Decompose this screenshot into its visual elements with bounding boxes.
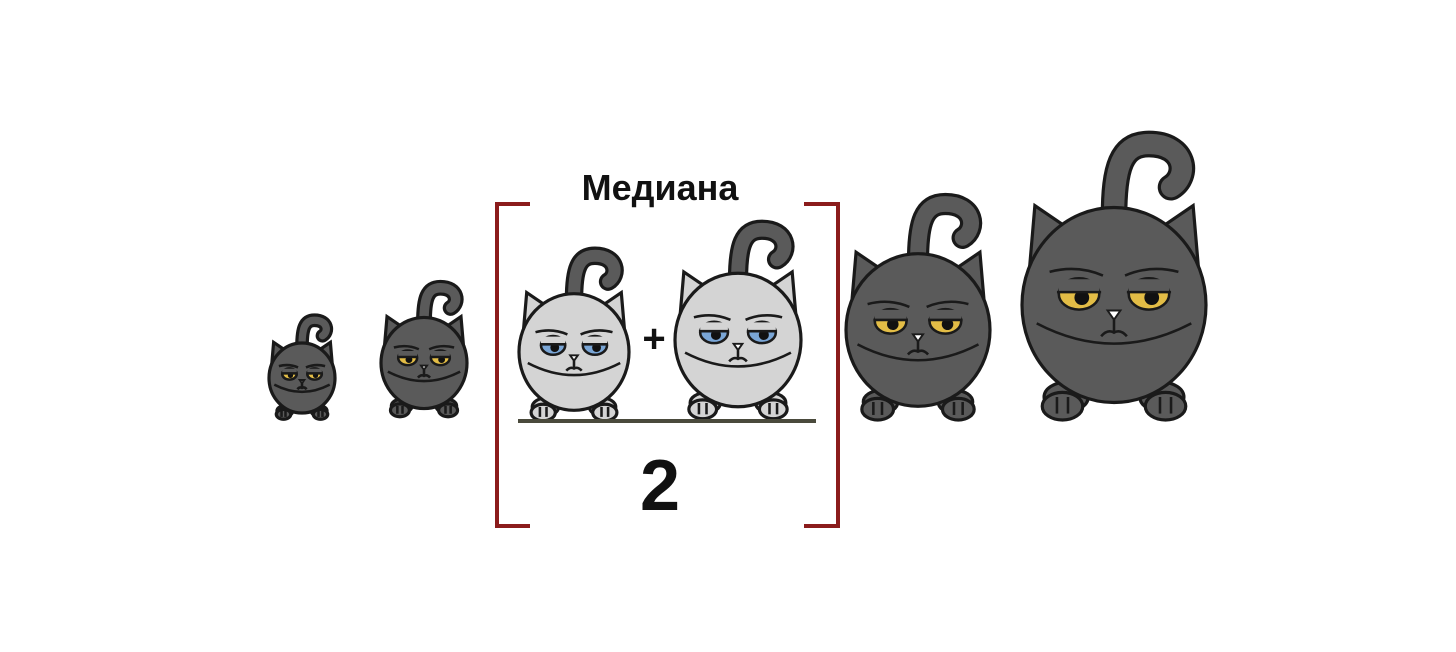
cat-6 (1020, 130, 1208, 422)
cat-4-median (673, 219, 803, 421)
plus-sign: + (642, 317, 665, 361)
median-title: Медиана (582, 167, 740, 208)
cat-2 (379, 279, 469, 419)
cat-3-median (517, 246, 631, 423)
cat-1 (267, 313, 337, 421)
median-bracket (495, 202, 840, 528)
denominator: 2 (640, 446, 680, 526)
right-bracket (804, 202, 840, 528)
left-bracket (495, 202, 530, 528)
cat-5 (844, 192, 992, 422)
